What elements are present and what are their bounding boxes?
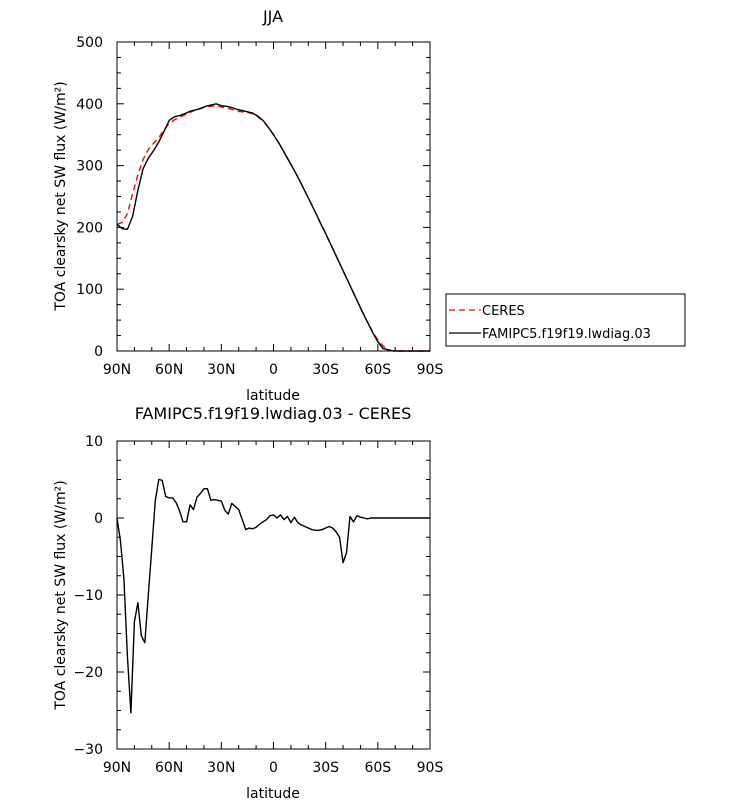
top-y-tick-label: 500 <box>76 35 103 51</box>
bottom-y-axis: −30 −20 −10 0 10 <box>73 434 430 758</box>
bottom-x-tick-label: 60N <box>155 760 183 776</box>
top-x-tick-label: 0 <box>269 362 278 378</box>
bottom-x-tick-label: 0 <box>269 760 278 776</box>
top-y-tick-label: 200 <box>76 220 103 236</box>
top-x-tick-label: 60S <box>364 362 391 378</box>
top-series-line-0 <box>116 104 430 352</box>
top-x-axis-label: latitude <box>246 388 300 404</box>
top-x-tick-label: 60N <box>155 362 183 378</box>
bottom-x-tick-label: 90S <box>417 760 444 776</box>
legend-label-model: FAMIPC5.f19f19.lwdiag.03 <box>482 327 651 342</box>
top-y-tick-label: 100 <box>76 282 103 298</box>
top-x-tick-label: 30N <box>207 362 235 378</box>
bottom-x-axis-label: latitude <box>246 786 300 802</box>
top-x-axis: 90N 60N 30N 0 30S 60S 90S <box>103 42 444 378</box>
bottom-x-tick-label: 90N <box>103 760 131 776</box>
bottom-y-tick-label: −10 <box>73 588 103 604</box>
top-series-layer <box>116 103 430 352</box>
bottom-x-axis: 90N 60N 30N 0 30S 60S 90S <box>103 441 444 776</box>
legend: CERES FAMIPC5.f19f19.lwdiag.03 <box>445 293 686 347</box>
top-x-tick-label: 90S <box>417 362 444 378</box>
top-y-axis-label: TOA clearsky net SW flux (W/m²) <box>53 81 69 311</box>
top-y-tick-label: 400 <box>76 97 103 113</box>
bottom-y-tick-label: 10 <box>85 434 103 450</box>
bottom-series-layer <box>116 478 430 714</box>
legend-label-ceres: CERES <box>482 304 525 319</box>
bottom-y-tick-label: 0 <box>94 511 103 527</box>
bottom-x-tick-label: 30N <box>207 760 235 776</box>
top-series-line-1 <box>116 103 430 352</box>
bottom-series-line-0 <box>116 478 430 714</box>
top-plot-frame <box>116 41 431 352</box>
legend-frame <box>445 293 686 347</box>
top-panel: JJA 90N 60N 30N 0 30S 60S 90S 0 100 200 300 400 500… <box>53 7 443 404</box>
top-y-tick-label: 300 <box>76 159 103 175</box>
bottom-y-tick-label: −30 <box>73 742 103 758</box>
bottom-x-tick-label: 30S <box>312 760 339 776</box>
bottom-chart-title: FAMIPC5.f19f19.lwdiag.03 - CERES <box>135 404 412 423</box>
bottom-y-tick-label: −20 <box>73 665 103 681</box>
bottom-panel: FAMIPC5.f19f19.lwdiag.03 - CERES 90N 60N 3… <box>53 404 443 802</box>
bottom-y-axis-label: TOA clearsky net SW flux (W/m²) <box>53 480 69 710</box>
top-y-tick-label: 0 <box>94 344 103 360</box>
top-chart-title: JJA <box>262 7 283 26</box>
top-y-axis: 0 100 200 300 400 500 <box>76 35 430 360</box>
top-x-tick-label: 90N <box>103 362 131 378</box>
top-x-tick-label: 30S <box>312 362 339 378</box>
bottom-x-tick-label: 60S <box>364 760 391 776</box>
